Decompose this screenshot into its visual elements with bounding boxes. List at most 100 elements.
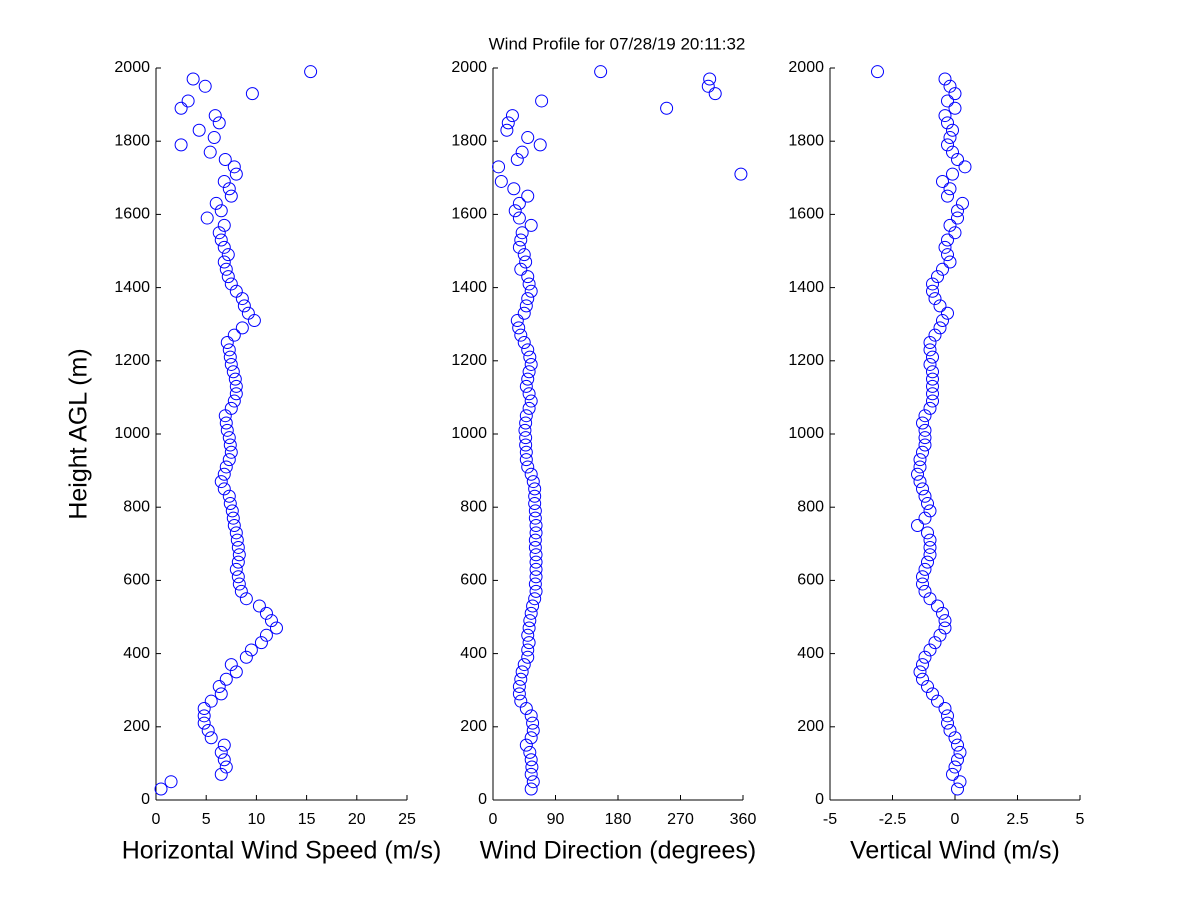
y-tick-label: 2000 xyxy=(788,59,824,76)
x-tick-label: 25 xyxy=(398,811,416,828)
data-point xyxy=(921,555,934,569)
data-point xyxy=(181,94,195,108)
data-point xyxy=(923,336,937,349)
data-point xyxy=(951,204,964,218)
data-point xyxy=(926,284,939,298)
data-point xyxy=(918,562,932,576)
data-point xyxy=(911,519,924,532)
data-point xyxy=(514,694,528,708)
data-point xyxy=(514,328,528,342)
data-point xyxy=(916,577,929,591)
data-point xyxy=(526,599,540,613)
data-point xyxy=(264,614,278,628)
data-point xyxy=(510,314,524,328)
data-point xyxy=(941,116,954,130)
data-point xyxy=(217,255,231,269)
data-point xyxy=(926,379,939,393)
data-point xyxy=(522,621,536,635)
data-point xyxy=(921,680,934,694)
data-point xyxy=(941,709,954,723)
data-point xyxy=(946,767,959,781)
data-point xyxy=(230,533,244,547)
data-point xyxy=(209,196,223,210)
data-point xyxy=(524,606,538,620)
y-tick-label: 1400 xyxy=(114,279,150,296)
data-point xyxy=(217,174,231,188)
data-point xyxy=(523,614,537,628)
data-point xyxy=(933,299,947,313)
data-point xyxy=(936,262,949,276)
data-point xyxy=(186,72,200,86)
data-point xyxy=(529,548,543,562)
y-tick-label: 1400 xyxy=(788,279,824,296)
data-point xyxy=(197,702,211,715)
data-point xyxy=(229,562,243,576)
data-point xyxy=(926,277,939,291)
data-point xyxy=(519,379,533,393)
data-point xyxy=(943,255,957,269)
data-point xyxy=(219,416,233,430)
data-point xyxy=(174,138,188,152)
data-point xyxy=(523,745,537,759)
data-point xyxy=(212,116,226,130)
y-tick-label: 800 xyxy=(460,498,487,515)
y-tick-label: 1000 xyxy=(788,425,824,442)
data-point xyxy=(214,204,228,218)
data-point xyxy=(524,767,538,781)
data-point xyxy=(913,665,927,679)
data-point xyxy=(204,731,218,745)
data-point xyxy=(529,584,543,598)
data-point xyxy=(224,357,238,371)
data-point xyxy=(523,350,537,364)
data-point xyxy=(522,365,536,379)
y-tick-label: 600 xyxy=(797,572,824,589)
x-tick-label: 360 xyxy=(730,811,757,828)
y-axis-label: Height AGL (m) xyxy=(65,348,93,519)
data-point xyxy=(519,255,533,269)
data-point xyxy=(512,211,526,225)
y-tick-label: 600 xyxy=(123,572,150,589)
data-point xyxy=(918,438,932,452)
data-point xyxy=(521,650,535,664)
data-point xyxy=(916,570,929,584)
data-point xyxy=(219,460,233,474)
data-point xyxy=(519,416,533,430)
data-point xyxy=(207,131,221,145)
data-point xyxy=(941,233,954,247)
data-point xyxy=(938,614,952,628)
data-point xyxy=(522,636,536,650)
data-point xyxy=(200,211,214,225)
x-tick-label: 0 xyxy=(951,811,960,828)
data-point xyxy=(521,372,535,386)
x-tick-label: 15 xyxy=(298,811,316,828)
data-point xyxy=(951,153,964,166)
data-point xyxy=(214,475,228,489)
data-point xyxy=(212,226,226,240)
data-point xyxy=(224,445,238,459)
data-point xyxy=(519,299,533,313)
data-point xyxy=(941,306,954,320)
data-point xyxy=(528,489,542,503)
data-point xyxy=(521,643,535,657)
data-point xyxy=(514,262,528,276)
data-point xyxy=(239,592,253,606)
data-point xyxy=(229,526,243,540)
data-point xyxy=(594,65,608,79)
x-tick-label: 2.5 xyxy=(1006,811,1028,828)
data-point xyxy=(519,738,533,752)
data-point xyxy=(227,519,241,532)
data-point xyxy=(512,687,526,701)
data-point xyxy=(241,306,255,320)
data-point xyxy=(521,189,535,203)
data-point xyxy=(219,262,233,276)
data-point xyxy=(519,431,533,445)
x-tick-label: -2.5 xyxy=(879,811,907,828)
data-point xyxy=(941,94,954,108)
data-point xyxy=(232,577,246,591)
data-point xyxy=(529,526,543,540)
data-point xyxy=(519,453,533,467)
data-point xyxy=(512,321,526,335)
data-point xyxy=(916,445,929,459)
data-point xyxy=(708,87,722,101)
